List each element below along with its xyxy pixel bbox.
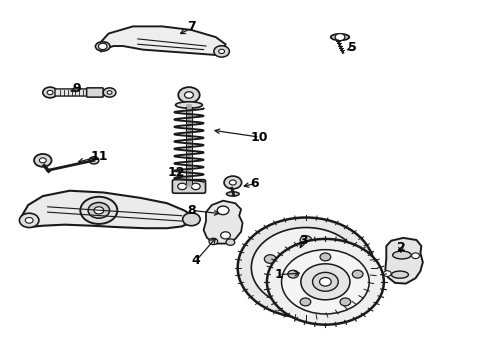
Circle shape xyxy=(336,255,347,263)
Circle shape xyxy=(209,238,218,245)
Circle shape xyxy=(280,248,332,287)
Circle shape xyxy=(94,207,104,214)
Text: 3: 3 xyxy=(299,234,308,247)
Circle shape xyxy=(313,273,338,291)
Text: 1: 1 xyxy=(275,268,284,281)
Circle shape xyxy=(292,257,319,278)
Polygon shape xyxy=(203,201,243,244)
Ellipse shape xyxy=(331,34,349,40)
Circle shape xyxy=(217,206,229,215)
Circle shape xyxy=(299,262,313,273)
Circle shape xyxy=(278,285,290,294)
Ellipse shape xyxy=(96,42,110,51)
Circle shape xyxy=(183,213,200,226)
Circle shape xyxy=(25,217,33,223)
Text: 9: 9 xyxy=(73,82,81,95)
Circle shape xyxy=(300,298,311,306)
Circle shape xyxy=(300,236,312,244)
Text: 7: 7 xyxy=(187,20,196,33)
Circle shape xyxy=(282,249,369,314)
Circle shape xyxy=(98,43,107,50)
Circle shape xyxy=(251,228,361,307)
Circle shape xyxy=(192,183,200,190)
Circle shape xyxy=(220,232,230,239)
Circle shape xyxy=(80,197,117,224)
Circle shape xyxy=(238,217,374,318)
Polygon shape xyxy=(99,26,225,55)
FancyBboxPatch shape xyxy=(55,89,89,96)
Circle shape xyxy=(103,88,116,97)
Ellipse shape xyxy=(175,102,202,108)
Circle shape xyxy=(47,90,53,95)
Circle shape xyxy=(43,87,57,98)
Circle shape xyxy=(185,92,194,98)
Circle shape xyxy=(219,49,224,54)
FancyBboxPatch shape xyxy=(87,88,103,97)
FancyBboxPatch shape xyxy=(172,180,205,193)
Circle shape xyxy=(39,158,46,163)
Circle shape xyxy=(20,213,39,228)
Circle shape xyxy=(340,298,351,306)
Circle shape xyxy=(229,180,236,185)
Circle shape xyxy=(288,270,298,278)
Circle shape xyxy=(267,239,384,325)
Circle shape xyxy=(178,87,200,103)
Text: 6: 6 xyxy=(250,177,259,190)
Circle shape xyxy=(352,270,363,278)
Ellipse shape xyxy=(392,271,409,278)
Text: 12: 12 xyxy=(168,166,186,179)
Circle shape xyxy=(322,285,334,294)
Polygon shape xyxy=(385,238,423,284)
Circle shape xyxy=(265,255,276,263)
Circle shape xyxy=(178,183,187,190)
Ellipse shape xyxy=(226,192,239,196)
Text: 5: 5 xyxy=(348,41,357,54)
Circle shape xyxy=(383,271,391,276)
Circle shape xyxy=(224,176,242,189)
Circle shape xyxy=(226,239,235,246)
Circle shape xyxy=(320,253,331,261)
Circle shape xyxy=(301,264,350,300)
Circle shape xyxy=(107,91,112,94)
Circle shape xyxy=(88,203,110,218)
Text: 4: 4 xyxy=(192,254,200,267)
Text: 2: 2 xyxy=(396,241,405,255)
Text: 10: 10 xyxy=(251,131,269,144)
Circle shape xyxy=(319,278,331,286)
Circle shape xyxy=(335,33,345,41)
Text: 11: 11 xyxy=(90,150,108,163)
Ellipse shape xyxy=(392,251,411,259)
Circle shape xyxy=(34,154,51,167)
Circle shape xyxy=(412,253,419,258)
Polygon shape xyxy=(21,191,194,228)
Text: 8: 8 xyxy=(187,204,196,217)
Circle shape xyxy=(89,157,99,164)
Circle shape xyxy=(214,46,229,57)
